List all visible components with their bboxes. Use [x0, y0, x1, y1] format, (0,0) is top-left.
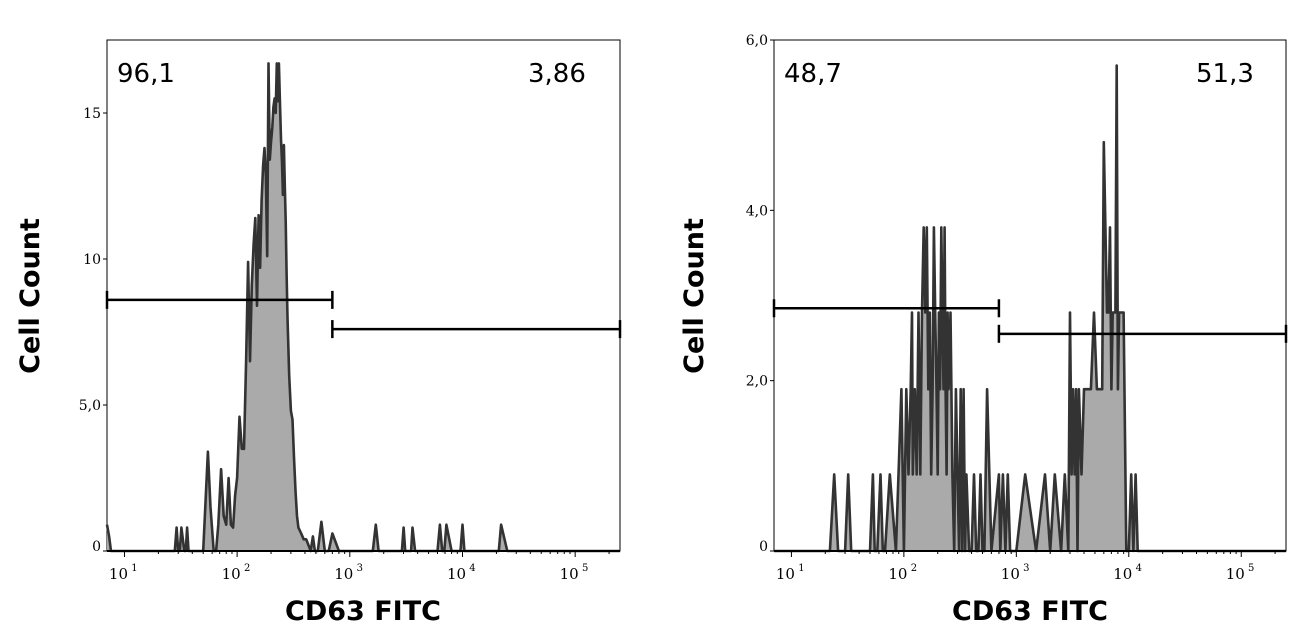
x-axis-ticks: 10 1 10 2 10 3 10 4 10 5 — [776, 551, 1276, 583]
y-tick-label: 0 — [92, 539, 101, 555]
x-tick-label: 10 — [447, 565, 466, 583]
y-tick-label: 4,0 — [746, 203, 768, 219]
y-tick-label: 10 — [83, 252, 101, 268]
plot-frame — [106, 39, 621, 552]
x-tick-label: 10 — [560, 565, 579, 583]
x-tick-label: 10 — [334, 565, 353, 583]
y-tick-label: 6,0 — [746, 33, 768, 49]
x-tick-exponent: 5 — [1248, 563, 1254, 574]
x-tick-exponent: 4 — [469, 563, 475, 574]
x-tick-exponent: 3 — [1023, 563, 1029, 574]
y-tick-label: 2,0 — [746, 374, 768, 390]
x-tick-exponent: 2 — [911, 563, 917, 574]
x-tick-label: 10 — [1113, 565, 1132, 583]
x-axis-ticks: 10 1 10 2 10 3 10 4 10 5 — [109, 551, 610, 583]
x-axis-label: CD63 FITC — [285, 596, 441, 627]
gate-left-percentage: 48,7 — [784, 59, 842, 89]
x-axis-label: CD63 FITC — [952, 596, 1108, 627]
x-tick-exponent: 2 — [244, 563, 250, 574]
histogram-panel-right: 02,04,06,0 10 1 10 2 10 3 10 4 10 5 48,7 51,3 Cel… — [679, 33, 1288, 627]
x-tick-exponent: 5 — [582, 563, 588, 574]
histogram-outline — [774, 64, 1286, 553]
gate-right-percentage: 51,3 — [1196, 59, 1254, 89]
x-tick-exponent: 4 — [1136, 563, 1142, 574]
y-axis-ticks: 0 2,0 4,0 6,0 — [746, 33, 774, 555]
histogram-outline — [105, 62, 620, 553]
x-tick-label: 10 — [109, 565, 128, 583]
gate-markers — [772, 299, 1288, 343]
x-tick-exponent: 1 — [131, 563, 137, 574]
x-tick-label: 10 — [1226, 565, 1245, 583]
x-tick-exponent: 3 — [357, 563, 363, 574]
y-tick-label: 0 — [759, 539, 768, 555]
y-axis-ticks: 0 5,0 10 15 — [79, 106, 107, 555]
y-tick-label: 15 — [83, 106, 101, 122]
plot-frame — [773, 39, 1287, 552]
gate-left-percentage: 96,1 — [117, 59, 175, 89]
y-tick-label: 5,0 — [79, 398, 101, 414]
x-tick-label: 10 — [888, 565, 907, 583]
gate-right-percentage: 3,86 — [528, 59, 586, 89]
x-tick-label: 10 — [1001, 565, 1020, 583]
x-tick-exponent: 1 — [798, 563, 804, 574]
x-tick-label: 10 — [776, 565, 795, 583]
histogram-fill — [107, 63, 620, 552]
x-tick-label: 10 — [222, 565, 241, 583]
y-axis-label: Cell Count — [15, 218, 46, 374]
gate-markers — [105, 290, 622, 339]
y-axis-label: Cell Count — [679, 218, 710, 374]
